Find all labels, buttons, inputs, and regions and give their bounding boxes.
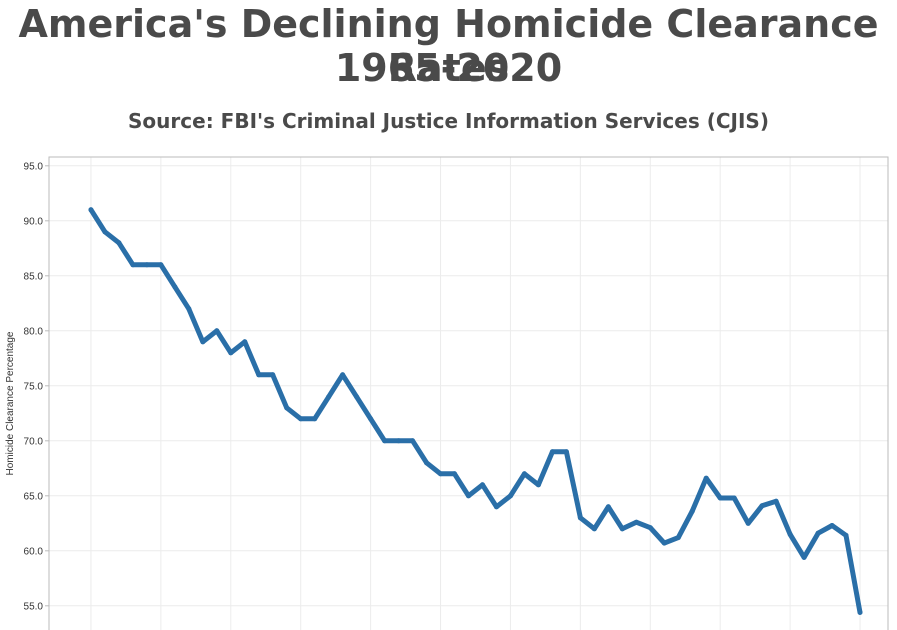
data-point: [493, 504, 499, 510]
data-point: [507, 493, 513, 499]
data-point: [675, 535, 681, 541]
data-point: [214, 328, 220, 334]
data-point: [368, 416, 374, 422]
chart-title-line-2: 1965-2020: [334, 46, 563, 90]
data-point: [312, 416, 318, 422]
horizontal-gridlines: [49, 165, 888, 607]
data-point: [731, 495, 737, 501]
data-point: [773, 498, 779, 504]
data-point: [298, 416, 304, 422]
data-point: [647, 525, 653, 531]
data-point: [661, 540, 667, 546]
data-point: [815, 530, 821, 536]
y-tick-label: 80.0: [24, 326, 44, 337]
data-point: [144, 262, 150, 268]
data-point: [228, 350, 234, 356]
data-point: [438, 471, 444, 477]
data-point: [563, 449, 569, 455]
y-tick-label: 75.0: [24, 381, 44, 392]
y-tick-label: 55.0: [24, 601, 44, 612]
data-point: [717, 495, 723, 501]
data-point: [759, 503, 765, 509]
data-point: [158, 262, 164, 268]
series-points: [88, 207, 863, 615]
data-point: [242, 339, 248, 345]
plot-area-border: [48, 156, 889, 630]
data-point: [88, 207, 94, 213]
data-point: [633, 519, 639, 525]
y-tick-label: 70.0: [24, 436, 44, 447]
data-point: [270, 372, 276, 378]
chart-subtitle: Source: FBI's Criminal Justice Informati…: [128, 109, 769, 133]
data-point: [396, 438, 402, 444]
y-tick-label: 60.0: [24, 546, 44, 557]
y-tick-label: 65.0: [24, 491, 44, 502]
data-point: [577, 515, 583, 521]
y-tick-label: 95.0: [24, 161, 44, 172]
data-point: [116, 240, 122, 246]
vertical-gridlines: [90, 157, 861, 630]
data-point: [535, 482, 541, 488]
data-point: [172, 284, 178, 290]
series-line: [88, 207, 863, 615]
data-point: [452, 471, 458, 477]
data-point: [591, 526, 597, 532]
y-axis-ticks: 95.0 90.0 85.0 80.0 75.0 70.0 65.0 60.0 55.0: [24, 161, 49, 612]
data-point: [340, 372, 346, 378]
data-point: [689, 508, 695, 514]
data-point: [256, 372, 262, 378]
data-point: [605, 504, 611, 510]
y-axis-title: Homicide Clearance Percentage: [5, 331, 16, 475]
data-point: [200, 339, 206, 345]
data-point: [801, 554, 807, 560]
data-point: [466, 493, 471, 499]
data-point: [410, 438, 416, 444]
y-tick-label: 90.0: [24, 216, 44, 227]
data-point: [843, 532, 849, 538]
chart-title-line-1: America's Declining Homicide Clearance R…: [18, 2, 879, 90]
data-point: [284, 405, 290, 411]
data-point: [521, 471, 527, 477]
data-point: [745, 520, 751, 526]
data-point: [549, 449, 555, 455]
data-point: [326, 394, 332, 400]
y-tick-label: 85.0: [24, 271, 44, 282]
data-point: [424, 460, 430, 466]
data-point: [130, 262, 136, 268]
data-point: [354, 394, 360, 400]
data-point: [382, 438, 388, 444]
data-point: [619, 526, 625, 532]
data-point: [186, 306, 192, 312]
data-point: [829, 523, 835, 528]
data-point: [102, 229, 108, 235]
data-point: [703, 475, 709, 481]
data-point: [479, 482, 485, 488]
data-point: [857, 609, 863, 615]
data-point: [787, 531, 793, 537]
